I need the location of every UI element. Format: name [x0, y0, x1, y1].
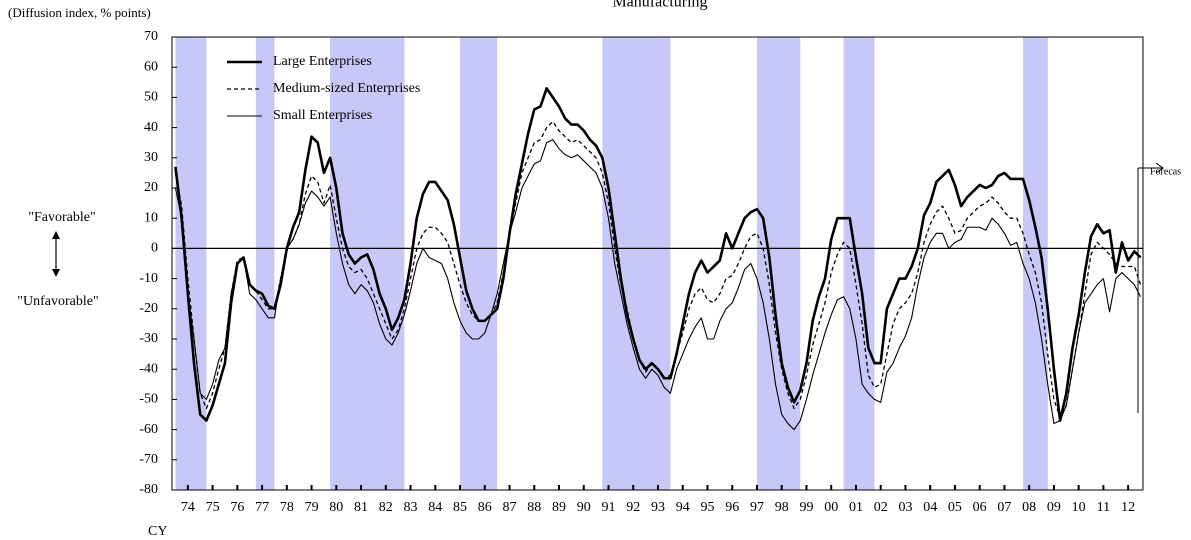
y-tick-label: 20	[144, 180, 158, 195]
y-tick-label: -50	[139, 392, 158, 407]
x-tick-label: 76	[230, 500, 244, 515]
y-tick-label: -70	[139, 452, 158, 467]
x-tick-label: 98	[775, 500, 789, 515]
x-tick-label: 84	[428, 500, 442, 515]
series-line	[174, 87, 1142, 422]
y-tick-label: 40	[144, 120, 158, 135]
shaded-period	[843, 37, 875, 490]
legend-label: Medium-sized Enterprises	[273, 81, 420, 96]
y-tick-label: 60	[144, 59, 158, 74]
shaded-period	[175, 37, 207, 490]
direction-arrow	[52, 231, 60, 277]
x-tick-label: 09	[1047, 500, 1061, 515]
x-tick-label: 99	[799, 500, 813, 515]
y-tick-label: 0	[151, 241, 158, 256]
x-tick-label: 86	[478, 500, 492, 515]
y-tick-label: -30	[139, 331, 158, 346]
x-tick-label: 10	[1072, 500, 1086, 515]
x-tick-label: 08	[1022, 500, 1036, 515]
x-tick-label: 88	[527, 500, 541, 515]
x-tick-label: 87	[503, 500, 517, 515]
x-tick-label: 82	[379, 500, 393, 515]
y-axis-label: (Diffusion index, % points)	[8, 5, 151, 20]
legend-label: Large Enterprises	[273, 54, 372, 69]
x-tick-label: 93	[651, 500, 665, 515]
x-tick-label: 85	[453, 500, 467, 515]
x-tick-label: 96	[725, 500, 739, 515]
shaded-period	[1022, 37, 1048, 490]
x-tick-label: 02	[874, 500, 888, 515]
legend-label: Small Enterprises	[273, 108, 372, 123]
shaded-period	[460, 37, 498, 490]
x-tick-label: 77	[255, 500, 269, 515]
x-axis-label: CY	[148, 524, 167, 539]
y-tick-label: -60	[139, 422, 158, 437]
x-tick-label: 91	[602, 500, 616, 515]
y-tick-label: 30	[144, 150, 158, 165]
x-tick-label: 06	[973, 500, 987, 515]
x-tick-label: 03	[898, 500, 912, 515]
x-tick-label: 75	[206, 500, 220, 515]
y-tick-label: 50	[144, 90, 158, 105]
shaded-period	[330, 37, 405, 490]
y-tick-label: -10	[139, 271, 158, 286]
chart-title: Manufacturing	[612, 0, 707, 11]
x-tick-label: 90	[577, 500, 591, 515]
y-tick-label: 70	[144, 29, 158, 44]
x-tick-label: 74	[181, 500, 195, 515]
plot-frame	[171, 36, 1144, 491]
y-tick-label: -80	[139, 482, 158, 497]
x-tick-label: 01	[849, 500, 863, 515]
x-tick-label: 92	[626, 500, 640, 515]
x-tick-label: 94	[676, 500, 690, 515]
forecast-label: Forecas	[1150, 166, 1181, 177]
x-tick-label: 05	[948, 500, 962, 515]
series-line	[174, 139, 1142, 431]
forecast-marker	[1137, 162, 1164, 413]
x-tick-label: 81	[354, 500, 368, 515]
x-tick-label: 83	[404, 500, 418, 515]
x-tick-label: 78	[280, 500, 294, 515]
shaded-period	[756, 37, 801, 490]
y-tick-label: -40	[139, 361, 158, 376]
unfavorable-label: "Unfavorable"	[17, 294, 98, 309]
y-tick-label: -20	[139, 301, 158, 316]
x-tick-label: 07	[997, 500, 1011, 515]
x-tick-label: 80	[329, 500, 343, 515]
x-tick-label: 95	[700, 500, 714, 515]
shaded-period	[255, 37, 275, 490]
x-tick-label: 00	[824, 500, 838, 515]
shaded-period	[602, 37, 671, 490]
x-tick-label: 79	[305, 500, 319, 515]
x-tick-label: 11	[1097, 500, 1110, 515]
x-tick-label: 04	[923, 500, 937, 515]
y-tick-label: 10	[144, 210, 158, 225]
favorable-label: "Favorable"	[28, 210, 95, 225]
x-tick-label: 12	[1121, 500, 1135, 515]
x-tick-label: 89	[552, 500, 566, 515]
x-tick-label: 97	[750, 500, 764, 515]
